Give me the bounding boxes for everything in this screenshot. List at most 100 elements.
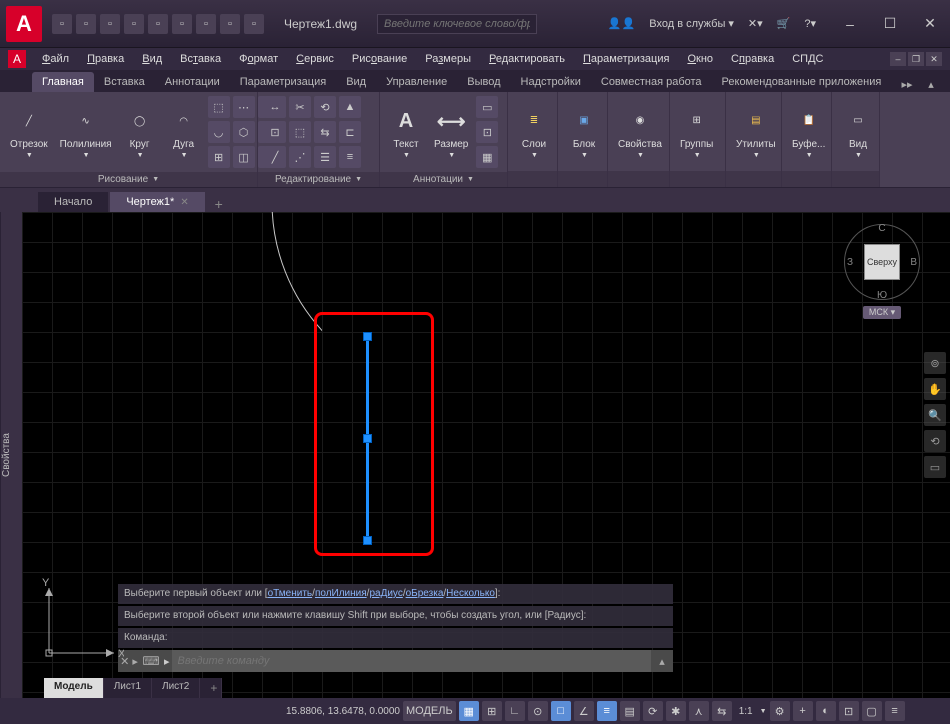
- status-otrack[interactable]: ∠: [574, 701, 594, 721]
- modify-7[interactable]: ⊏: [339, 121, 361, 143]
- doc-restore-icon[interactable]: ❐: [908, 52, 924, 66]
- ribbon-tab-4[interactable]: Вид: [336, 72, 376, 92]
- modify-5[interactable]: ⬚: [289, 121, 311, 143]
- layout-tab[interactable]: Лист1: [104, 678, 152, 698]
- dimension-tool[interactable]: ⟷Размер▼: [430, 103, 472, 161]
- panel-label-annotation[interactable]: Аннотации▼: [380, 172, 507, 187]
- modify-6[interactable]: ⇆: [314, 121, 336, 143]
- selection-grip[interactable]: [363, 332, 372, 341]
- draw-small-6[interactable]: ⊞: [208, 146, 230, 168]
- redo-icon[interactable]: ▫: [196, 14, 216, 34]
- modify-3[interactable]: ▲: [339, 96, 361, 118]
- modify-9[interactable]: ⋰: [289, 146, 311, 168]
- status-workspace[interactable]: ⚙: [770, 701, 790, 721]
- line-tool[interactable]: ╱Отрезок▼: [6, 103, 52, 161]
- polyline-tool[interactable]: ∿Полилиния▼: [56, 103, 116, 161]
- draw-small-0[interactable]: ⬚: [208, 96, 230, 118]
- cart-icon[interactable]: 🛒: [773, 15, 795, 32]
- status-snap[interactable]: ⊞: [482, 701, 502, 721]
- wcs-label[interactable]: МСК ▾: [863, 306, 901, 319]
- app-menu-icon[interactable]: A: [8, 50, 26, 68]
- doc-minimize-icon[interactable]: –: [890, 52, 906, 66]
- properties-button[interactable]: ◉Свойства▼: [614, 103, 666, 161]
- status-cleanscreen[interactable]: ▢: [862, 701, 882, 721]
- annotation-scale[interactable]: 1:1: [735, 706, 757, 717]
- folder-icon[interactable]: ▫: [52, 14, 72, 34]
- close-button[interactable]: ✕: [910, 10, 950, 38]
- modify-1[interactable]: ✂: [289, 96, 311, 118]
- account-icon[interactable]: 👤👤: [604, 15, 639, 32]
- status-isolate[interactable]: ⊡: [839, 701, 859, 721]
- ribbon-tab-7[interactable]: Надстройки: [511, 72, 591, 92]
- print-icon[interactable]: ▫: [148, 14, 168, 34]
- menu-размеры[interactable]: Размеры: [417, 51, 479, 67]
- layout-tab[interactable]: Лист2: [152, 678, 200, 698]
- menu-правка[interactable]: Правка: [79, 51, 132, 67]
- status-annoscale[interactable]: ⋏: [689, 701, 709, 721]
- open-icon[interactable]: ▫: [124, 14, 144, 34]
- status-annoviz[interactable]: +: [793, 701, 813, 721]
- draw-small-4[interactable]: ⬡: [233, 121, 255, 143]
- menu-редактировать[interactable]: Редактировать: [481, 51, 573, 67]
- login-button[interactable]: Вход в службы ▾: [645, 15, 738, 32]
- status-annomon[interactable]: ✱: [666, 701, 686, 721]
- modify-11[interactable]: ≡: [339, 146, 361, 168]
- anno-small-1[interactable]: ⊡: [476, 121, 498, 143]
- ribbon-expand-icon[interactable]: ▸▸: [898, 76, 916, 92]
- compass-east[interactable]: В: [910, 257, 917, 268]
- exchange-icon[interactable]: ✕▾: [744, 15, 767, 32]
- text-tool[interactable]: AТекст▼: [386, 103, 426, 161]
- panel-label-modify[interactable]: Редактирование▼: [258, 172, 379, 187]
- layers-button[interactable]: ≣Слои▼: [514, 103, 554, 161]
- selection-grip[interactable]: [363, 434, 372, 443]
- nav-zoom-icon[interactable]: 🔍: [924, 404, 946, 426]
- viewcube-top-face[interactable]: Сверху: [864, 244, 900, 280]
- menu-файл[interactable]: Файл: [34, 51, 77, 67]
- menu-справка[interactable]: Справка: [723, 51, 782, 67]
- status-ortho[interactable]: ∟: [505, 701, 525, 721]
- ribbon-tab-0[interactable]: Главная: [32, 72, 94, 92]
- selection-grip[interactable]: [363, 536, 372, 545]
- properties-palette-tab[interactable]: Свойства: [0, 212, 22, 698]
- modify-2[interactable]: ⟲: [314, 96, 336, 118]
- ribbon-tab-9[interactable]: Рекомендованные приложения: [712, 72, 892, 92]
- nav-orbit-icon[interactable]: ⟲: [924, 430, 946, 452]
- panel-label-draw[interactable]: Рисование▼: [0, 172, 257, 187]
- compass-north[interactable]: С: [878, 223, 885, 234]
- nav-pan-icon[interactable]: ✋: [924, 378, 946, 400]
- menu-спдс[interactable]: СПДС: [784, 51, 831, 67]
- menu-окно[interactable]: Окно: [679, 51, 721, 67]
- layout-tab[interactable]: Модель: [44, 678, 104, 698]
- tri-icon[interactable]: ▫: [244, 14, 264, 34]
- menu-сервис[interactable]: Сервис: [288, 51, 342, 67]
- menu-вид[interactable]: Вид: [134, 51, 170, 67]
- nav-showmotion-icon[interactable]: ▭: [924, 456, 946, 478]
- anno-small-2[interactable]: ▦: [476, 146, 498, 168]
- menu-вставка[interactable]: Вставка: [172, 51, 229, 67]
- arc-tool[interactable]: ◠Дуга▼: [164, 103, 204, 161]
- status-transparency[interactable]: ▤: [620, 701, 640, 721]
- viewcube[interactable]: С Ю В З Сверху МСК ▾: [842, 224, 922, 324]
- doc-tab[interactable]: Чертеж1*✕: [110, 192, 204, 212]
- modify-0[interactable]: ↔: [264, 96, 286, 118]
- menu-рисование[interactable]: Рисование: [344, 51, 415, 67]
- status-grid[interactable]: ▦: [459, 701, 479, 721]
- clipboard-button[interactable]: 📋Буфе...▼: [788, 103, 829, 161]
- status-customize[interactable]: ≡: [885, 701, 905, 721]
- view-button[interactable]: ▭Вид▼: [838, 103, 878, 161]
- anno-small-0[interactable]: ▭: [476, 96, 498, 118]
- search-input[interactable]: [377, 14, 537, 34]
- undo-icon[interactable]: ▫: [172, 14, 192, 34]
- status-hardware[interactable]: ◐: [816, 701, 836, 721]
- ribbon-tab-6[interactable]: Вывод: [457, 72, 510, 92]
- menu-формат[interactable]: Формат: [231, 51, 286, 67]
- modify-10[interactable]: ☰: [314, 146, 336, 168]
- groups-button[interactable]: ⊞Группы▼: [676, 103, 717, 161]
- new-tab-button[interactable]: +: [207, 196, 231, 212]
- compass-south[interactable]: Ю: [877, 290, 887, 301]
- ribbon-tab-2[interactable]: Аннотации: [155, 72, 230, 92]
- model-space-button[interactable]: МОДЕЛЬ: [403, 701, 456, 721]
- doc-tab[interactable]: Начало: [38, 192, 108, 212]
- utilities-button[interactable]: ▤Утилиты▼: [732, 103, 780, 161]
- maximize-button[interactable]: ☐: [870, 10, 910, 38]
